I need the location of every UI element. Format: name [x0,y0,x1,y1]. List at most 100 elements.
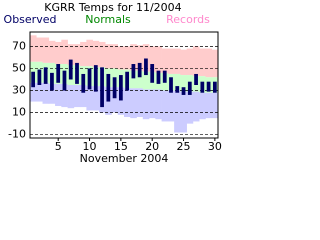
normal-band [130,70,137,89]
observed-bar [181,87,186,95]
record-high-band [149,46,156,72]
record-low-band [124,88,131,118]
record-high-band [92,40,100,68]
record-low-band [92,86,100,111]
record-high-band [73,44,81,66]
observed-bar [87,68,92,90]
normal-band [142,71,150,90]
record-high-band [80,41,87,67]
record-high-band [124,46,131,70]
record-high-band [174,48,181,74]
record-high-band [161,48,169,73]
record-low-band [67,85,75,109]
record-low-band [55,83,62,106]
observed-bar [162,70,167,83]
observed-bar [125,71,130,91]
record-high-band [105,44,112,69]
record-high-band [167,48,175,74]
record-low-band [142,89,150,120]
observed-bar [137,62,142,78]
y-tick-label: 30 [12,84,26,97]
x-tick-label: 5 [55,140,62,153]
record-high-band [30,35,37,62]
normal-band [136,70,144,89]
y-tick-label: -10 [8,128,26,141]
record-low-band [211,92,219,119]
normal-band [174,73,181,91]
x-axis-label: November 2004 [80,152,169,165]
record-low-band [199,92,206,120]
observed-bar [43,67,48,84]
legend-entry: Normals [85,13,131,26]
record-low-band [117,87,125,115]
record-high-band [192,46,200,77]
x-tick-label: 30 [208,140,222,153]
record-high-band [180,49,187,76]
record-high-band [36,37,43,62]
observed-bar [37,69,42,85]
y-tick-label: 50 [12,61,26,74]
chart-title: KGRR Temps for 11/2004 [44,1,181,14]
record-low-band [155,89,162,120]
x-tick-label: 10 [83,140,97,153]
observed-bar [131,64,136,79]
observed-bar [31,71,36,88]
observed-bar [187,81,192,95]
record-low-band [48,83,56,104]
observed-bar [118,75,123,101]
observed-bar [56,64,61,83]
record-high-band [61,39,68,65]
observed-bar [81,73,86,93]
observed-bar [144,58,148,76]
record-high-band [155,46,162,73]
legend-entry: Records [166,13,210,26]
observed-bar [100,67,104,108]
record-high-band [42,37,50,63]
record-low-band [174,90,181,133]
record-high-band [111,44,119,69]
record-high-band [142,44,150,72]
observed-bar [50,72,54,91]
record-high-band [130,44,137,71]
observed-bar [206,81,211,92]
record-low-band [30,82,37,102]
record-low-band [167,90,175,122]
record-low-band [136,88,144,118]
record-low-band [186,91,194,124]
record-low-band [192,91,200,122]
normal-band [180,75,187,92]
chart: KGRR Temps for 11/2004 November 2004 -10… [4,1,222,165]
record-high-band [186,48,194,76]
observed-bar [200,81,205,93]
record-low-band [73,85,81,108]
record-high-band [117,46,125,70]
record-low-band [36,82,43,102]
observed-bar [169,77,173,93]
x-tick-label: 20 [145,140,159,153]
record-high-band [199,48,206,77]
record-high-band [67,44,75,66]
observed-bar [93,65,98,92]
x-tick-label: 15 [114,140,128,153]
observed-bar [75,62,79,84]
record-low-band [149,89,156,119]
record-low-band [161,90,169,122]
plot-frame [29,31,219,139]
record-low-band [42,82,50,104]
record-low-band [205,92,213,119]
record-high-band [86,39,93,67]
observed-bar [106,73,111,102]
record-high-band [48,40,56,63]
legend-entry: Observed [4,13,57,26]
x-tick-label: 25 [177,140,191,153]
record-low-band [180,91,187,133]
record-high-band [55,41,62,65]
record-low-band [61,83,68,108]
observed-bar [194,73,198,85]
record-low-band [86,86,93,111]
y-tick-label: 10 [12,106,26,119]
observed-bar [112,77,117,99]
observed-bar [62,70,67,91]
record-high-band [98,41,106,68]
record-low-band [130,88,137,119]
